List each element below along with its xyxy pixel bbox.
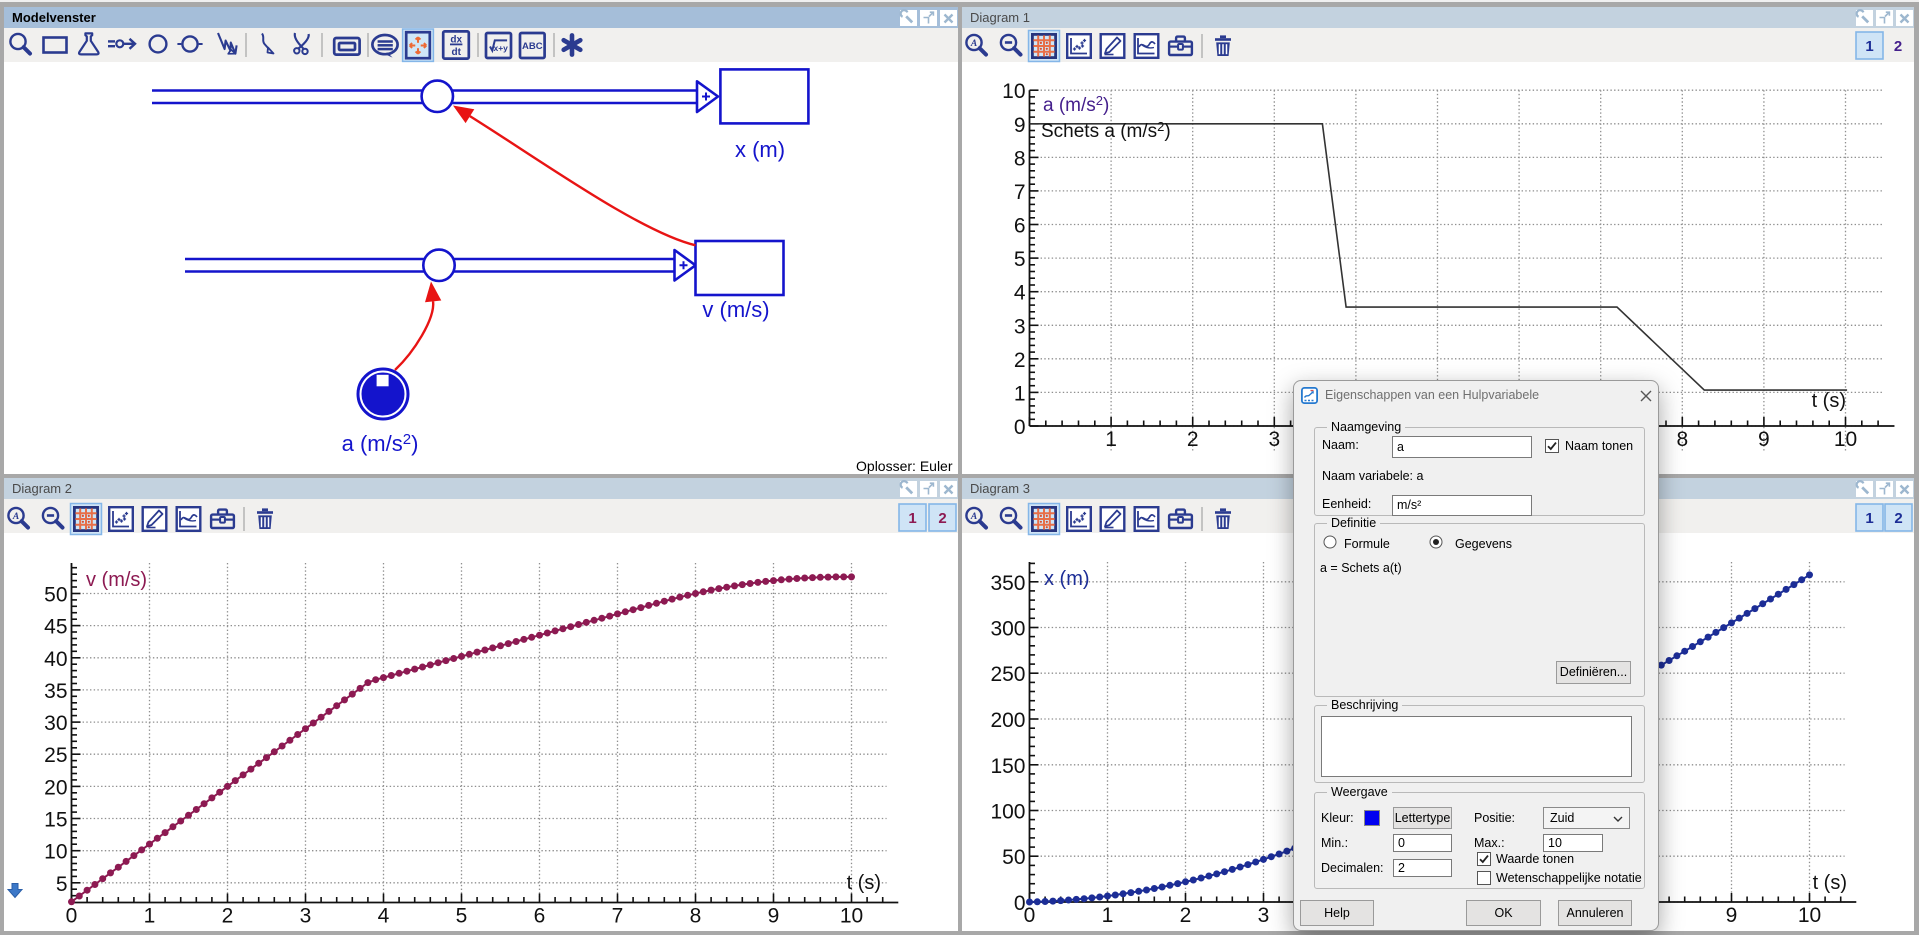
svg-text:350: 350 bbox=[990, 572, 1025, 595]
svg-text:Schets a (m/s2): Schets a (m/s2) bbox=[1041, 119, 1171, 142]
svg-text:0: 0 bbox=[1014, 892, 1026, 915]
svg-text:7: 7 bbox=[612, 905, 624, 928]
svg-text:2: 2 bbox=[1894, 38, 1902, 55]
svg-text:10: 10 bbox=[840, 905, 863, 928]
svg-text:40: 40 bbox=[44, 648, 67, 671]
svg-text:9: 9 bbox=[768, 905, 780, 928]
svg-text:4: 4 bbox=[1014, 282, 1026, 305]
svg-text:4: 4 bbox=[378, 905, 390, 928]
svg-text:9: 9 bbox=[1726, 904, 1738, 927]
svg-text:a (m/s2): a (m/s2) bbox=[342, 431, 419, 456]
svg-text:x (m): x (m) bbox=[1044, 568, 1090, 590]
svg-text:250: 250 bbox=[990, 663, 1025, 686]
svg-text:50: 50 bbox=[1002, 846, 1025, 869]
svg-text:15: 15 bbox=[44, 809, 67, 832]
svg-text:1: 1 bbox=[1105, 428, 1117, 451]
svg-text:x+y: x+y bbox=[493, 43, 508, 53]
svg-text:200: 200 bbox=[990, 709, 1025, 732]
svg-text:A: A bbox=[970, 512, 977, 522]
svg-text:dt: dt bbox=[451, 47, 461, 58]
svg-text:2: 2 bbox=[938, 510, 946, 527]
svg-text:5: 5 bbox=[1014, 248, 1026, 271]
svg-text:10: 10 bbox=[1002, 80, 1025, 103]
svg-text:8: 8 bbox=[690, 905, 702, 928]
svg-text:8: 8 bbox=[1014, 147, 1026, 170]
svg-text:2: 2 bbox=[1014, 349, 1026, 372]
svg-text:2: 2 bbox=[1894, 510, 1902, 527]
svg-text:1: 1 bbox=[1865, 38, 1873, 55]
svg-text:10: 10 bbox=[1798, 904, 1821, 927]
svg-text:v (m/s): v (m/s) bbox=[702, 297, 769, 322]
svg-text:ABC: ABC bbox=[522, 41, 543, 52]
svg-text:t (s): t (s) bbox=[847, 872, 881, 894]
svg-text:1: 1 bbox=[1102, 904, 1114, 927]
svg-text:1: 1 bbox=[908, 510, 916, 527]
svg-text:2: 2 bbox=[222, 905, 234, 928]
svg-text:35: 35 bbox=[44, 680, 67, 703]
svg-text:a (m/s2): a (m/s2) bbox=[1043, 93, 1109, 116]
svg-text:t (s): t (s) bbox=[1812, 390, 1846, 412]
svg-text:3: 3 bbox=[1268, 428, 1280, 451]
svg-text:3: 3 bbox=[1014, 315, 1026, 338]
svg-text:Oplosser: Euler: Oplosser: Euler bbox=[856, 458, 953, 474]
svg-text:3: 3 bbox=[300, 905, 312, 928]
svg-text:150: 150 bbox=[990, 755, 1025, 778]
svg-text:0: 0 bbox=[66, 905, 78, 928]
svg-text:100: 100 bbox=[990, 801, 1025, 824]
svg-text:A: A bbox=[970, 39, 977, 49]
svg-text:9: 9 bbox=[1758, 428, 1770, 451]
svg-text:30: 30 bbox=[44, 712, 67, 735]
svg-text:50: 50 bbox=[44, 584, 67, 607]
svg-text:25: 25 bbox=[44, 744, 67, 767]
svg-text:1: 1 bbox=[1865, 510, 1873, 527]
svg-text:v (m/s): v (m/s) bbox=[86, 569, 147, 591]
svg-text:8: 8 bbox=[1676, 428, 1688, 451]
svg-text:5: 5 bbox=[56, 873, 68, 896]
svg-text:A: A bbox=[12, 512, 19, 522]
svg-text:10: 10 bbox=[1834, 428, 1857, 451]
svg-text:x (m): x (m) bbox=[735, 137, 785, 162]
svg-text:0: 0 bbox=[1014, 416, 1026, 439]
svg-text:2: 2 bbox=[1180, 904, 1192, 927]
svg-text:6: 6 bbox=[534, 905, 546, 928]
svg-text:1: 1 bbox=[144, 905, 156, 928]
svg-text:20: 20 bbox=[44, 776, 67, 799]
svg-text:9: 9 bbox=[1014, 114, 1026, 137]
svg-text:0: 0 bbox=[1024, 904, 1036, 927]
svg-text:6: 6 bbox=[1014, 215, 1026, 238]
svg-text:3: 3 bbox=[1258, 904, 1270, 927]
svg-text:dx: dx bbox=[450, 35, 462, 46]
svg-text:45: 45 bbox=[44, 616, 67, 639]
svg-text:300: 300 bbox=[990, 618, 1025, 641]
svg-text:2: 2 bbox=[1187, 428, 1199, 451]
svg-text:t (s): t (s) bbox=[1813, 872, 1847, 894]
svg-text:10: 10 bbox=[44, 841, 67, 864]
svg-text:7: 7 bbox=[1014, 181, 1026, 204]
svg-text:5: 5 bbox=[456, 905, 468, 928]
svg-text:1: 1 bbox=[1014, 382, 1026, 405]
